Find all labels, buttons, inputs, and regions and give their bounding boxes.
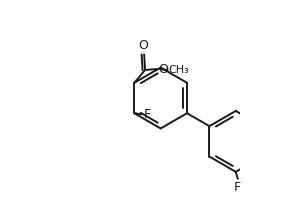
Text: O: O (138, 39, 148, 52)
Text: O: O (158, 63, 168, 76)
Text: CH₃: CH₃ (168, 65, 189, 75)
Text: F: F (234, 181, 241, 194)
Text: F: F (144, 108, 151, 121)
